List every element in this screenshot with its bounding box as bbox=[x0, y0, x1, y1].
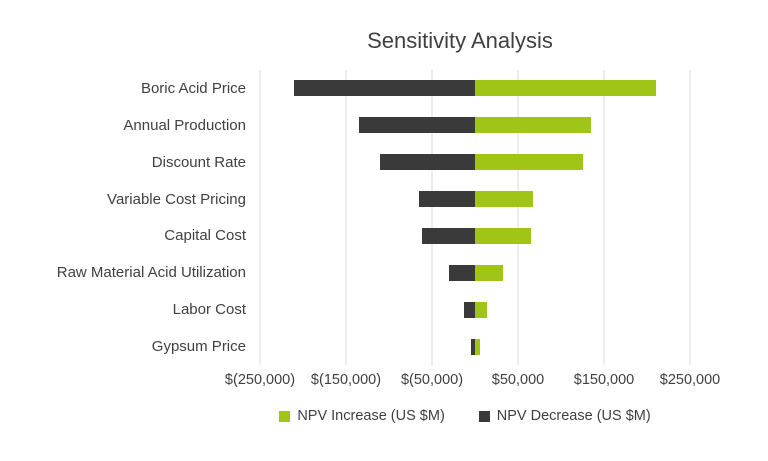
x-tick-label: $(150,000) bbox=[310, 372, 382, 388]
bar-npv-decrease-us-m bbox=[294, 80, 475, 97]
gridline bbox=[689, 70, 691, 365]
legend-item-npv-increase-us-m: NPV Increase (US $M) bbox=[279, 408, 445, 424]
x-axis: $(250,000) $(150,000) $(50,000) $50,000 $150… bbox=[225, 372, 720, 392]
bar-npv-increase-us-m bbox=[475, 264, 503, 281]
x-tick-label: $(250,000) bbox=[224, 372, 296, 388]
legend-item-npv-decrease-us-m: NPV Decrease (US $M) bbox=[478, 408, 651, 424]
category-label: Capital Cost bbox=[164, 227, 246, 245]
legend: NPV Increase (US $M) NPV Decrease (US $M) bbox=[160, 408, 768, 424]
plot-area bbox=[259, 70, 691, 365]
bar-npv-decrease-us-m bbox=[470, 338, 475, 355]
bar-npv-increase-us-m bbox=[475, 191, 534, 208]
bar-npv-increase-us-m bbox=[475, 338, 481, 355]
gridline bbox=[431, 70, 433, 365]
x-tick-label: $250,000 bbox=[659, 372, 721, 388]
category-label: Gypsum Price bbox=[151, 338, 246, 356]
legend-swatch-icon bbox=[279, 410, 291, 422]
bar-npv-decrease-us-m bbox=[380, 154, 475, 171]
category-label: Discount Rate bbox=[151, 153, 246, 171]
x-tick-label: $50,000 bbox=[491, 372, 545, 388]
gridline bbox=[517, 70, 519, 365]
bar-npv-decrease-us-m bbox=[463, 301, 475, 318]
bar-npv-decrease-us-m bbox=[419, 191, 475, 208]
bar-npv-increase-us-m bbox=[475, 117, 592, 134]
gridline bbox=[259, 70, 261, 365]
chart-title: Sensitivity Analysis bbox=[367, 28, 553, 53]
category-label: Boric Acid Price bbox=[140, 79, 246, 97]
gridline bbox=[603, 70, 605, 365]
x-tick-label: $(50,000) bbox=[400, 372, 464, 388]
bar-npv-increase-us-m bbox=[475, 227, 531, 244]
category-label: Labor Cost bbox=[172, 301, 246, 319]
bar-npv-decrease-us-m bbox=[358, 117, 475, 134]
bar-npv-increase-us-m bbox=[475, 154, 583, 171]
bar-npv-increase-us-m bbox=[475, 301, 488, 318]
legend-label: NPV Increase (US $M) bbox=[297, 408, 445, 424]
bar-npv-increase-us-m bbox=[475, 80, 656, 97]
bar-npv-decrease-us-m bbox=[421, 227, 475, 244]
legend-label: NPV Decrease (US $M) bbox=[496, 408, 651, 424]
category-axis: Boric Acid Price Annual Production Discoun… bbox=[0, 70, 246, 365]
x-tick-label: $150,000 bbox=[573, 372, 635, 388]
legend-swatch-icon bbox=[478, 410, 490, 422]
category-label: Annual Production bbox=[123, 116, 246, 134]
category-label: Raw Material Acid Utilization bbox=[56, 264, 246, 282]
bar-npv-decrease-us-m bbox=[449, 264, 475, 281]
category-label: Variable Cost Pricing bbox=[107, 190, 246, 208]
gridline bbox=[345, 70, 347, 365]
